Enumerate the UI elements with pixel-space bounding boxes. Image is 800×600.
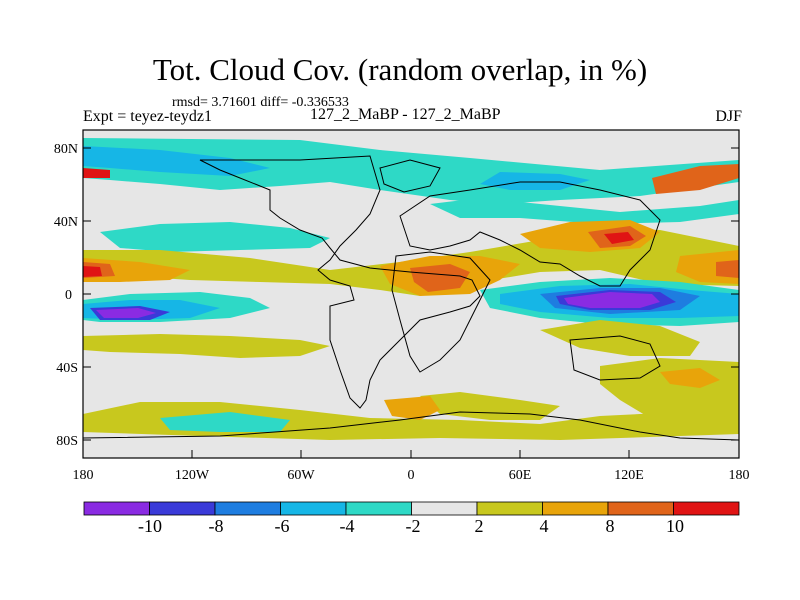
colorbar-label: -4 bbox=[340, 516, 355, 536]
colorbar-label: -8 bbox=[209, 516, 224, 536]
lon-label: 180 bbox=[73, 468, 94, 483]
colorbar-label: 2 bbox=[475, 516, 484, 536]
contour-sh-orange bbox=[660, 368, 720, 388]
contour-arctic-red-west bbox=[83, 168, 110, 178]
tick-marks bbox=[83, 147, 739, 458]
contour-south-neutral bbox=[83, 432, 739, 458]
stats-text: rmsd= 3.71601 diff= -0.336533 bbox=[172, 95, 349, 110]
contour-north-blue bbox=[83, 146, 270, 176]
colorbar bbox=[83, 501, 740, 516]
colorbar-swatch bbox=[280, 501, 347, 516]
contour-eq-purple-east bbox=[564, 292, 660, 308]
contour-40n-cyan bbox=[100, 222, 330, 252]
colorbar-label: 8 bbox=[606, 516, 615, 536]
lon-label: 120W bbox=[175, 468, 210, 483]
experiment-label: Expt = teyez-teydz1 bbox=[83, 108, 212, 125]
lat-label: 40S bbox=[56, 361, 78, 376]
chart-title: Tot. Cloud Cov. (random overlap, in %) bbox=[152, 52, 648, 87]
coastline-greenland bbox=[379, 159, 441, 193]
comparison-label: 127_2_MaBP - 127_2_MaBP bbox=[310, 106, 501, 123]
contour-arctic-orange bbox=[652, 164, 739, 194]
colorbar-label: 4 bbox=[540, 516, 549, 536]
lon-label: 60E bbox=[509, 468, 532, 483]
coastline-americas bbox=[199, 155, 481, 409]
colorbar-labels: -10 -8 -6 -4 -2 2 4 8 10 bbox=[138, 516, 684, 536]
coastline-africa bbox=[391, 251, 491, 373]
colorbar-label: 10 bbox=[666, 516, 684, 536]
coastline-australia bbox=[569, 335, 661, 381]
contour-antarctic-orange bbox=[384, 396, 440, 420]
contour-40n-cyan-2 bbox=[430, 198, 739, 224]
lon-label: 180 bbox=[729, 468, 750, 483]
colorbar-swatch bbox=[345, 501, 412, 516]
lat-label: 80S bbox=[56, 434, 78, 449]
coastlines bbox=[82, 155, 740, 441]
colorbar-swatch bbox=[149, 501, 216, 516]
lat-label: 80N bbox=[54, 142, 78, 157]
colorbar-swatch bbox=[411, 501, 478, 516]
contour-north-cyan bbox=[83, 138, 739, 204]
contour-nh-red-core bbox=[83, 266, 102, 277]
contour-sh-yellow bbox=[83, 334, 330, 358]
contour-north-blue-2 bbox=[480, 172, 590, 190]
colorbar-swatch bbox=[542, 501, 609, 516]
contour-eq-purple-west bbox=[96, 308, 156, 318]
contour-nh-red-core-2 bbox=[604, 232, 634, 244]
field-layer bbox=[83, 130, 739, 458]
contour-sh-yellow-2 bbox=[540, 320, 700, 356]
lon-label: 60W bbox=[287, 468, 315, 483]
colorbar-swatch bbox=[83, 501, 150, 516]
season-label: DJF bbox=[715, 108, 742, 125]
lat-label: 0 bbox=[65, 288, 72, 303]
colorbar-label: -10 bbox=[138, 516, 162, 536]
lon-label: 0 bbox=[408, 468, 415, 483]
lon-label: 120E bbox=[614, 468, 644, 483]
colorbar-swatch bbox=[607, 501, 674, 516]
coastline-eurasia bbox=[399, 181, 661, 287]
colorbar-label: -6 bbox=[275, 516, 290, 536]
coastline-antarctica bbox=[82, 411, 740, 441]
colorbar-swatch bbox=[214, 501, 281, 516]
contour-nh-red-2 bbox=[410, 264, 470, 292]
contour-nh-red-4 bbox=[716, 260, 739, 278]
colorbar-swatch bbox=[673, 501, 740, 516]
colorbar-swatch bbox=[476, 501, 543, 516]
lat-label: 40N bbox=[54, 215, 78, 230]
contour-south-cyan bbox=[160, 412, 290, 432]
colorbar-label: -2 bbox=[406, 516, 421, 536]
